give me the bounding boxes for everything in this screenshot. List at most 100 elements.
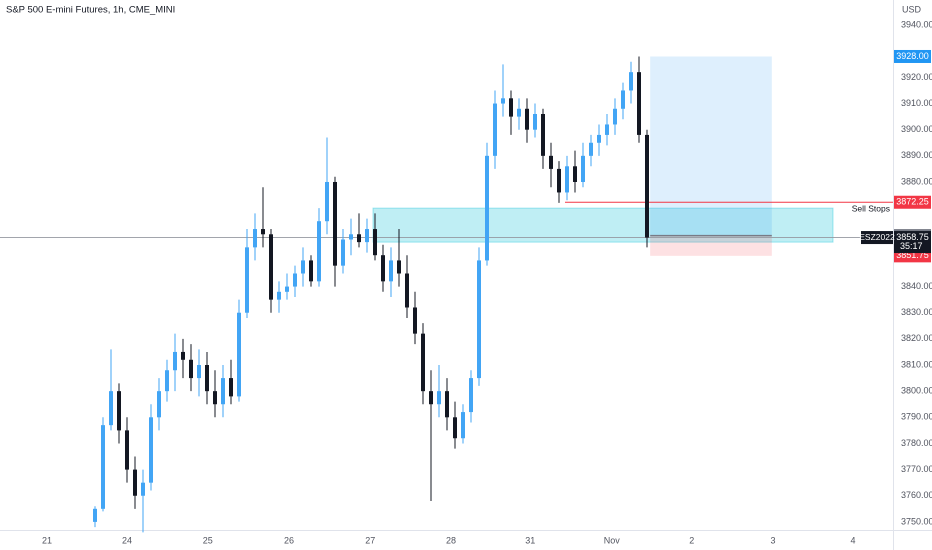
- last-price-label: 3858.75: [896, 232, 929, 242]
- candle-body: [453, 417, 457, 439]
- candle-body: [277, 291, 281, 300]
- candle-body: [541, 114, 545, 156]
- candle-body: [461, 412, 465, 439]
- candle-body: [429, 391, 433, 405]
- candle-body: [109, 391, 113, 426]
- candle-body: [501, 98, 505, 104]
- candle-body: [485, 155, 489, 261]
- x-tick-label: 2: [689, 535, 694, 545]
- candle-body: [229, 378, 233, 397]
- x-tick-label: 21: [42, 535, 52, 545]
- candle-body: [397, 260, 401, 274]
- candle-body: [405, 273, 409, 308]
- candle-body: [365, 229, 369, 243]
- candle-body: [197, 365, 201, 379]
- symbol-tag-bg: [861, 231, 893, 245]
- candle-body: [549, 155, 553, 169]
- candle-body: [253, 229, 257, 248]
- currency: USD: [902, 4, 922, 14]
- candle-body: [173, 351, 177, 371]
- y-tick-label: 3830.00: [901, 307, 932, 317]
- sell-stops-label-bg: [894, 195, 931, 209]
- zone: [372, 207, 834, 243]
- candle-body: [517, 108, 521, 117]
- x-tick-label: 26: [284, 535, 294, 545]
- x-tick-label: 28: [446, 535, 456, 545]
- y-tick-label: 3900.00: [901, 124, 932, 134]
- candle-body: [205, 365, 209, 392]
- y-tick-label: 3800.00: [901, 386, 932, 396]
- candle-body: [645, 134, 649, 238]
- candle-body: [237, 312, 241, 397]
- y-tick-label: 3920.00: [901, 72, 932, 82]
- candle-body: [293, 273, 297, 287]
- candle-body: [285, 286, 289, 292]
- candle-body: [165, 370, 169, 392]
- x-tick-label: Nov: [604, 535, 621, 545]
- x-tick-label: 24: [122, 535, 132, 545]
- y-tick-label: 3760.00: [901, 490, 932, 500]
- candle-body: [637, 72, 641, 135]
- candle-body: [557, 168, 561, 193]
- x-tick-label: 3: [770, 535, 775, 545]
- candle-body: [221, 378, 225, 405]
- y-tick-label: 3780.00: [901, 438, 932, 448]
- candle-body: [245, 247, 249, 313]
- candle-body: [589, 142, 593, 156]
- candle-body: [597, 134, 601, 143]
- candle-body: [437, 391, 441, 405]
- stop-label: 3851.75: [896, 250, 929, 260]
- candle-body: [413, 307, 417, 334]
- candle-body: [349, 234, 353, 240]
- countdown: 35:17: [900, 241, 923, 251]
- candle-body: [357, 234, 361, 243]
- candle-body: [213, 391, 217, 405]
- candle-body: [141, 482, 145, 496]
- sell-stops-label: 3872.25: [896, 197, 929, 207]
- symbol-tag: ESZ2022: [859, 232, 895, 242]
- chart-title: S&P 500 E-mini Futures, 1h, CME_MINI: [6, 5, 175, 16]
- candle-body: [621, 90, 625, 109]
- x-tick-label: 27: [365, 535, 375, 545]
- candle-body: [509, 98, 513, 117]
- candle-body: [389, 260, 393, 282]
- candle-body: [493, 103, 497, 156]
- candle-body: [333, 181, 337, 266]
- target-label-bg: [894, 49, 931, 63]
- candle-body: [469, 378, 473, 413]
- last-price-bg: [894, 231, 931, 254]
- candle-body: [373, 229, 377, 256]
- candle-body: [93, 508, 97, 522]
- candle-body: [133, 469, 137, 496]
- candle-body: [101, 425, 105, 509]
- candle-body: [261, 229, 265, 235]
- target-box: [650, 56, 772, 236]
- candle-body: [421, 333, 425, 392]
- candle-body: [117, 391, 121, 431]
- x-tick-label: 31: [525, 535, 535, 545]
- candle-body: [301, 260, 305, 274]
- candle-body: [477, 260, 481, 379]
- candle-body: [189, 359, 193, 379]
- candle-body: [157, 391, 161, 418]
- y-tick-label: 3910.00: [901, 98, 932, 108]
- candle-body: [573, 166, 577, 182]
- candle-body: [269, 234, 273, 300]
- y-tick-label: 3750.00: [901, 516, 932, 526]
- candle-body: [309, 260, 313, 282]
- candle-body: [381, 255, 385, 282]
- candle-body: [317, 221, 321, 282]
- candle-body: [525, 108, 529, 130]
- y-tick-label: 3770.00: [901, 464, 932, 474]
- y-tick-label: 3820.00: [901, 333, 932, 343]
- candle-body: [341, 239, 345, 266]
- candle-body: [629, 72, 633, 91]
- y-tick-label: 3810.00: [901, 359, 932, 369]
- candle-body: [581, 155, 585, 182]
- sell-stops-text: Sell Stops: [852, 203, 890, 213]
- x-tick-label: 4: [850, 535, 855, 545]
- y-tick-label: 3840.00: [901, 281, 932, 291]
- candle-body: [533, 114, 537, 130]
